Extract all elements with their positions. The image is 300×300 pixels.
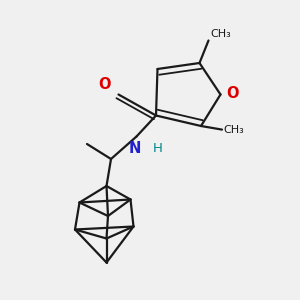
Text: O: O — [226, 85, 239, 100]
Text: CH₃: CH₃ — [224, 124, 244, 135]
Text: H: H — [153, 142, 163, 155]
Text: CH₃: CH₃ — [210, 29, 231, 39]
Text: N: N — [129, 141, 141, 156]
Text: O: O — [98, 76, 111, 92]
